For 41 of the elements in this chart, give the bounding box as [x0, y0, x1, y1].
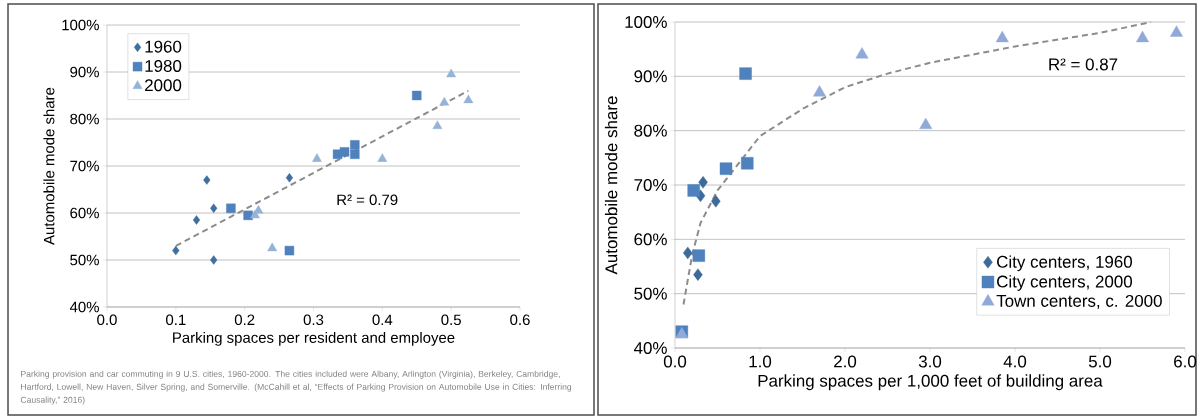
y-tick-label: 70%: [634, 179, 667, 191]
x-tick-label: 0.0: [663, 355, 687, 368]
y-tick-label: 100%: [625, 16, 667, 28]
y-axis-title: Automobile mode share: [604, 96, 618, 275]
y-tick-label: 50%: [634, 287, 667, 300]
text: Parking provision and car commuting in 9 U.S. cities, 1960-2000. The cities included were Albany, Arlington (Virginia), Berkeley, Cambridge, Hartford, Lowell, New Haven, Silver Spring, and Somerville. (McCahill et al, “Effects of Parking Provision on Automobile Use in Cities: Inferring Causality,” 2016): [20, 370, 572, 405]
x-tick-label: 2.0: [834, 355, 857, 368]
x-tick-label: 0.1: [166, 314, 186, 326]
annotation: R² = 0.87: [1049, 58, 1118, 71]
legend-label: Town centers, c. 2000: [996, 294, 1162, 309]
x-tick-label: 0.5: [441, 314, 461, 326]
annotation: R² = 0.79: [337, 194, 398, 206]
y-tick-label: 60%: [634, 233, 667, 246]
y-tick-label: 50%: [70, 254, 99, 266]
x-tick-label: 4.0: [1003, 355, 1027, 368]
x-tick-label: 0.2: [234, 314, 255, 326]
y-axis-title: Automobile mode share: [43, 87, 55, 245]
y-tick-label: 80%: [70, 113, 99, 125]
legend-label: 1980: [145, 59, 182, 72]
x-axis-title: Parking spaces per resident and employee: [173, 331, 455, 346]
legend-label: 2000: [145, 79, 182, 92]
x-tick-label: 3.0: [918, 355, 942, 368]
y-tick-label: 100%: [62, 19, 99, 31]
x-tick-label: 0.4: [372, 314, 393, 326]
x-tick-label: 5.0: [1088, 355, 1112, 368]
x-tick-label: 0.0: [97, 314, 117, 326]
x-tick-label: 0.3: [303, 314, 324, 326]
x-tick-label: 6.0: [1174, 355, 1197, 368]
x-axis-title: Parking spaces per 1,000 feet of building area: [758, 374, 1103, 391]
legend-label: 1960: [145, 40, 182, 53]
y-tick-label: 70%: [70, 160, 99, 172]
y-tick-label: 60%: [70, 207, 99, 219]
legend-label: City centers, 2000: [997, 275, 1133, 291]
y-tick-label: 40%: [633, 342, 667, 354]
y-tick-label: 90%: [70, 66, 99, 78]
y-tick-label: 40%: [69, 301, 99, 313]
legend-label: City centers, 1960: [997, 255, 1133, 272]
y-tick-label: 90%: [634, 70, 667, 83]
x-tick-label: 0.6: [510, 314, 530, 326]
x-tick-label: 1.0: [749, 355, 772, 368]
y-tick-label: 80%: [634, 124, 667, 137]
